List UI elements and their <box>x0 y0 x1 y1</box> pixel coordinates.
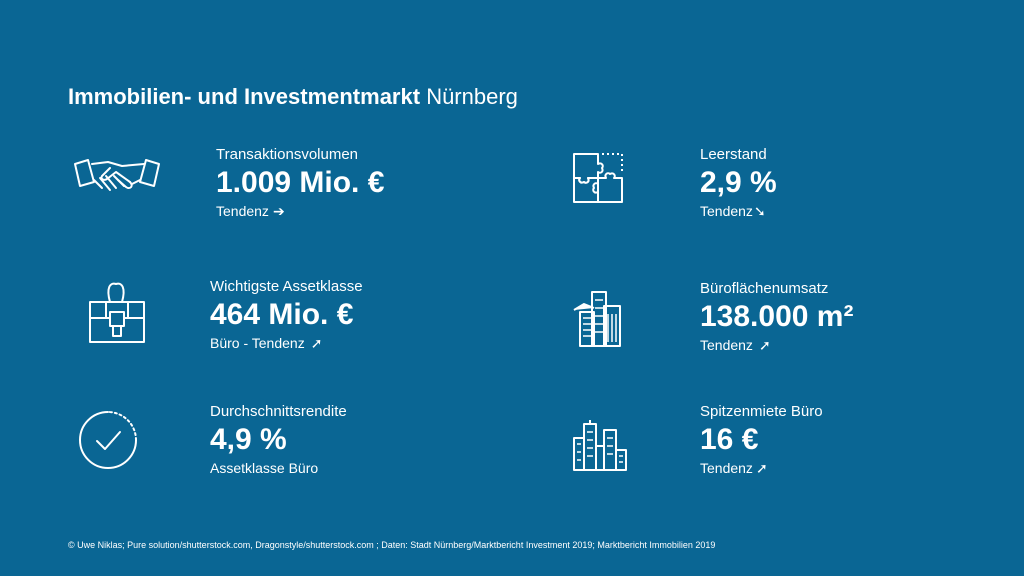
city-skyline-icon <box>572 420 628 472</box>
stat-label-bueroflaechenumsatz: Büroflächenumsatz <box>700 280 829 297</box>
stat-label-leerstand: Leerstand <box>700 146 767 163</box>
stat-value-spitzenmiete: 16 € <box>700 423 759 456</box>
arrow-right-icon: ➔ <box>272 203 285 219</box>
title-bold: Immobilien- und Investmentmarkt <box>68 84 421 109</box>
stat-trend-bueroflaechenumsatz: Tendenz ➚ <box>700 337 771 354</box>
briefcase-icon <box>88 278 146 346</box>
stat-sub-durchschnittsrendite: Assetklasse Büro <box>210 460 319 476</box>
stat-value-transaktionsvolumen: 1.009 Mio. € <box>216 166 385 199</box>
stat-trend-transaktionsvolumen: Tendenz ➔ <box>216 203 285 220</box>
arrow-up-right-icon: ➚ <box>758 337 771 353</box>
stat-label-assetklasse: Wichtigste Assetklasse <box>210 278 363 295</box>
handshake-icon <box>72 152 162 204</box>
trend-label: Tendenz <box>216 203 269 219</box>
stat-label-transaktionsvolumen: Transaktionsvolumen <box>216 146 359 163</box>
title-city: Nürnberg <box>426 84 518 109</box>
arrow-down-right-icon: ➘ <box>753 203 766 219</box>
trend-label: Tendenz <box>700 337 753 353</box>
stat-trend-spitzenmiete: Tendenz ➚ <box>700 460 768 477</box>
stat-trend-assetklasse: Büro - Tendenz ➚ <box>210 335 322 352</box>
checkmark-circle-icon <box>78 410 138 470</box>
stat-trend-leerstand: Tendenz➘ <box>700 203 766 220</box>
trend-label: Büro - Tendenz <box>210 335 305 351</box>
stat-value-leerstand: 2,9 % <box>700 166 777 199</box>
stat-label-durchschnittsrendite: Durchschnittsrendite <box>210 403 347 420</box>
stat-label-spitzenmiete: Spitzenmiete Büro <box>700 403 823 420</box>
trend-label: Tendenz <box>700 203 753 219</box>
puzzle-icon <box>572 152 624 204</box>
stat-value-durchschnittsrendite: 4,9 % <box>210 423 287 456</box>
footer-credits: © Uwe Niklas; Pure solution/shutterstock… <box>68 540 716 550</box>
stat-value-assetklasse: 464 Mio. € <box>210 298 354 331</box>
office-building-icon <box>572 288 624 348</box>
stat-value-bueroflaechenumsatz: 138.000 m² <box>700 300 854 333</box>
page-title: Immobilien- und Investmentmarkt Nürnberg <box>68 84 518 110</box>
trend-label: Tendenz <box>700 460 753 476</box>
arrow-up-right-icon: ➚ <box>755 460 768 476</box>
arrow-up-right-icon: ➚ <box>310 335 323 351</box>
